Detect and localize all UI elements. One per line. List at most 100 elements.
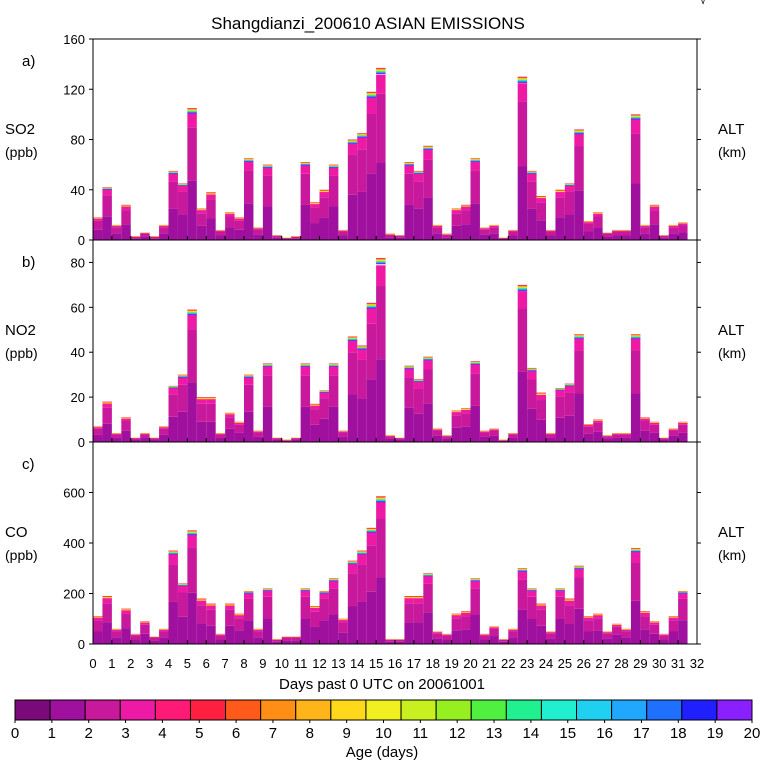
bar-segment — [678, 598, 688, 621]
bar-segment — [678, 232, 688, 240]
bar-segment — [168, 394, 178, 417]
bar-cap-segment — [461, 611, 471, 612]
data-bar — [612, 623, 622, 644]
bar-cap-segment — [555, 190, 565, 192]
bar-segment — [517, 609, 528, 644]
x-tick-label: 9 — [259, 656, 266, 671]
bar-segment — [461, 629, 471, 644]
bar-segment — [555, 191, 565, 198]
data-bar — [244, 590, 254, 644]
bar-cap-segment — [234, 218, 244, 219]
bar-cap-segment — [206, 604, 216, 606]
bar-segment — [546, 433, 556, 435]
bar-segment — [253, 637, 263, 644]
data-bar — [376, 257, 386, 442]
colorbar-tick-label: 14 — [523, 725, 540, 742]
x-tick-label: 18 — [426, 656, 440, 671]
data-bar — [640, 224, 650, 240]
bar-segment — [564, 623, 575, 644]
bar-cap-segment — [423, 146, 433, 147]
bar-segment — [338, 431, 348, 433]
data-bar — [291, 437, 301, 442]
bar-segment — [527, 370, 537, 380]
bar-segment — [574, 393, 584, 442]
bar-cap-segment — [404, 164, 414, 166]
y-tick-label: 0 — [78, 233, 85, 248]
bar-cap-segment — [574, 567, 584, 569]
data-bar — [328, 363, 339, 442]
bar-segment — [536, 202, 546, 221]
bar-cap-segment — [527, 172, 537, 174]
bar-cap-segment — [649, 621, 660, 623]
bar-segment — [517, 166, 528, 240]
colorbar-tick-label: 9 — [342, 725, 350, 742]
bar-cap-segment — [376, 73, 386, 75]
bar-cap-segment — [630, 335, 641, 337]
right-axis-units: (km) — [718, 144, 746, 160]
bar-cap-segment — [574, 132, 584, 134]
data-bar — [649, 204, 660, 240]
bar-segment — [272, 641, 282, 644]
data-bar — [413, 170, 424, 240]
bar-cap-segment — [630, 116, 641, 117]
bar-cap-segment — [517, 80, 528, 81]
x-tick-label: 24 — [539, 656, 553, 671]
bar-cap-segment — [102, 402, 112, 404]
bar-segment — [423, 576, 433, 584]
bar-segment — [442, 635, 452, 640]
bar-segment — [413, 603, 424, 623]
bar-segment — [404, 377, 414, 408]
data-bar — [678, 222, 688, 240]
bar-segment — [555, 417, 565, 442]
bar-cap-segment — [187, 532, 197, 534]
bar-cap-segment — [423, 575, 433, 577]
bar-segment — [234, 220, 244, 230]
bar-segment — [640, 227, 650, 234]
bar-cap-segment — [121, 608, 131, 610]
bar-segment — [234, 618, 244, 631]
bar-cap-segment — [574, 338, 584, 339]
bar-cap-segment — [470, 158, 480, 160]
bar-cap-segment — [630, 336, 641, 338]
bar-cap-segment — [630, 117, 641, 119]
bar-segment — [404, 368, 414, 378]
colorbar-tick-label: 12 — [449, 725, 466, 742]
bar-segment — [517, 571, 528, 580]
data-bar — [300, 588, 311, 644]
colorbar-tick-label: 17 — [633, 725, 650, 742]
bar-cap-segment — [366, 529, 377, 531]
bar-cap-segment — [413, 596, 424, 598]
bar-segment — [678, 422, 688, 425]
y-axis-units: (ppb) — [5, 547, 38, 563]
bar-segment — [196, 225, 207, 240]
bar-cap-segment — [234, 614, 244, 615]
bar-cap-segment — [196, 397, 207, 399]
bar-cap-segment — [536, 604, 546, 606]
bar-segment — [130, 634, 141, 636]
bar-cap-segment — [347, 339, 358, 341]
bar-cap-segment — [423, 148, 433, 150]
bar-cap-segment — [366, 529, 377, 531]
bar-cap-segment — [517, 286, 528, 288]
bar-cap-segment — [470, 161, 480, 162]
bar-cap-segment — [187, 534, 197, 536]
bar-cap-segment — [630, 337, 641, 338]
bar-cap-segment — [206, 192, 216, 194]
data-bar — [168, 550, 178, 644]
bar-cap-segment — [413, 173, 424, 174]
bar-cap-segment — [366, 97, 377, 98]
bar-cap-segment — [300, 363, 311, 365]
bar-cap-segment — [196, 599, 207, 600]
data-bar — [159, 224, 169, 240]
bar-cap-segment — [168, 553, 178, 555]
bar-cap-segment — [347, 562, 358, 564]
bar-cap-segment — [328, 365, 339, 366]
bar-segment — [168, 388, 178, 395]
x-tick-label: 32 — [690, 656, 704, 671]
bar-segment — [574, 568, 584, 578]
bar-cap-segment — [140, 621, 150, 623]
bar-segment — [206, 605, 216, 610]
bar-segment — [413, 388, 424, 414]
bar-cap-segment — [366, 302, 377, 304]
bar-cap-segment — [244, 592, 254, 594]
